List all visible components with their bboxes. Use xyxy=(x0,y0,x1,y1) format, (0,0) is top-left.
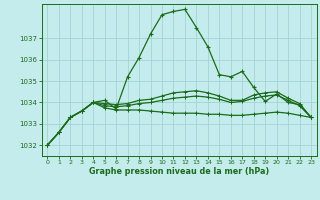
X-axis label: Graphe pression niveau de la mer (hPa): Graphe pression niveau de la mer (hPa) xyxy=(89,167,269,176)
